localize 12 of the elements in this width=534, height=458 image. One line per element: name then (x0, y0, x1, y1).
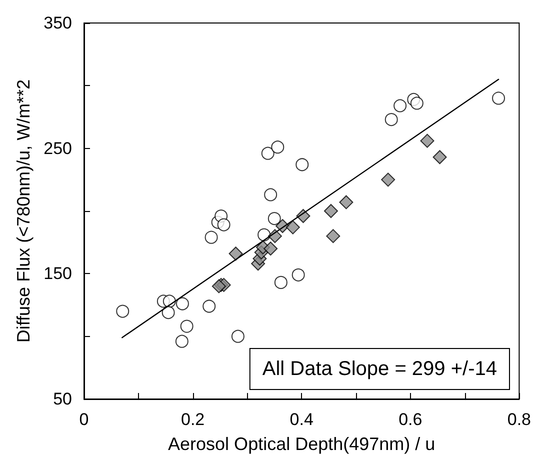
x-tick-label: 0.6 (398, 410, 422, 429)
y-tick-label: 150 (44, 264, 72, 284)
y-tick-label: 350 (44, 14, 72, 32)
annotation: All Data Slope = 299 +/-14 (262, 358, 498, 380)
x-tick-label: 0 (79, 410, 89, 429)
y-tick-label: 50 (53, 390, 72, 408)
x-tick-label: 0.8 (507, 410, 532, 429)
x-tick-label: 0.2 (180, 410, 205, 429)
x-axis-title: Aerosol Optical Depth(497nm) / u (168, 434, 436, 454)
x-tick-label: 0.4 (290, 410, 314, 429)
y-tick-label: 250 (44, 138, 72, 158)
y-axis-title: Diffuse Flux (<780nm)/u, W/m**2 (14, 79, 34, 343)
